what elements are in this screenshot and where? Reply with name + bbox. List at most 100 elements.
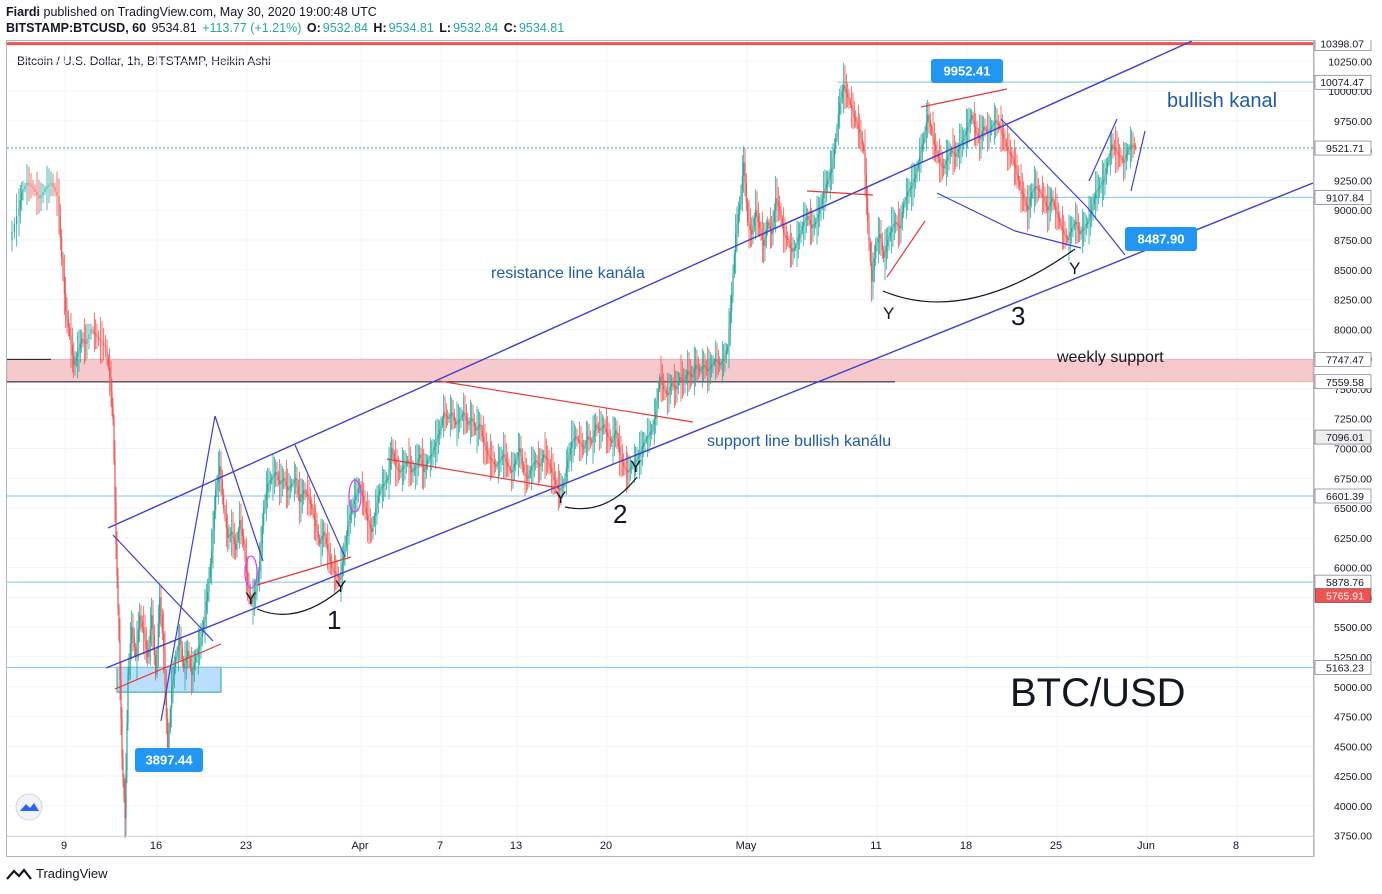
- price-candle: [604, 424, 606, 429]
- price-chart-svg[interactable]: Bitcoin / U.S. Dollar, 1h, BITSTAMP, Hei…: [7, 41, 1313, 856]
- time-axis-svg[interactable]: 9 16 23 Apr 7 13 20 May 11 18 25 Jun 8: [6, 835, 1314, 856]
- price-candle: [113, 418, 115, 461]
- chart-pane[interactable]: Bitcoin / U.S. Dollar, 1h, BITSTAMP, Hei…: [6, 40, 1314, 857]
- price-candle: [1128, 148, 1130, 151]
- price-candle: [807, 216, 809, 219]
- price-candle: [345, 535, 347, 546]
- author-name[interactable]: Fiardi: [6, 5, 41, 19]
- price-candle: [519, 448, 521, 453]
- price-candle: [1076, 222, 1078, 227]
- red-trend-line: [886, 220, 926, 278]
- price-candle: [920, 150, 922, 157]
- price-callout-box: [135, 748, 203, 772]
- price-candle: [1112, 144, 1114, 147]
- price-candle: [1020, 186, 1022, 191]
- time-axis[interactable]: 9 16 23 Apr 7 13 20 May 11 18 25 Jun 8: [6, 835, 1314, 856]
- price-candle: [665, 390, 667, 393]
- price-candle: [948, 154, 950, 157]
- footer-brand[interactable]: TradingView: [36, 866, 108, 881]
- price-candle: [193, 662, 195, 669]
- time-tick-label: 13: [510, 840, 522, 852]
- price-candle: [652, 424, 654, 431]
- price-candle: [1103, 180, 1105, 183]
- price-candle: [1005, 142, 1007, 147]
- time-tick-label: 9: [61, 840, 67, 852]
- price-candle: [587, 436, 589, 441]
- price-candle: [279, 480, 281, 485]
- price-candle: [1040, 192, 1042, 195]
- price-candle: [716, 359, 718, 362]
- price-candle: [601, 426, 603, 429]
- price-axis-svg[interactable]: 10250.0010000.009750.009500.009250.00900…: [1313, 36, 1376, 857]
- price-candle: [908, 190, 910, 193]
- price-candle: [1063, 230, 1065, 235]
- price-tick-label: 4000.00: [1334, 801, 1372, 813]
- price-candle: [989, 128, 991, 131]
- tv-logo-badge[interactable]: [15, 793, 43, 821]
- price-candle: [729, 311, 731, 330]
- price-candle: [480, 424, 482, 431]
- price-candle: [11, 232, 13, 240]
- blue-trend-line: [936, 192, 1016, 232]
- price-candle: [404, 464, 406, 467]
- time-tick-label: Jun: [1137, 840, 1155, 852]
- price-candle: [82, 338, 84, 341]
- price-level-badge: [1314, 352, 1372, 367]
- trend-drawings[interactable]: [105, 41, 1313, 722]
- price-candle: [123, 778, 125, 799]
- price-candle: [495, 464, 497, 467]
- price-candle: [107, 357, 109, 368]
- price-candle: [1019, 180, 1021, 187]
- price-candle: [1032, 190, 1034, 193]
- price-candle: [1095, 192, 1097, 199]
- price-candle: [117, 575, 119, 608]
- price-candle: [239, 519, 241, 530]
- price-candle: [685, 375, 687, 379]
- price-candle: [26, 182, 28, 186]
- price-candle: [712, 363, 714, 366]
- price-candle: [1093, 198, 1095, 205]
- price-candle: [1029, 198, 1031, 205]
- price-candle: [900, 220, 902, 229]
- price-candle: [717, 361, 719, 364]
- price-candle: [824, 188, 826, 193]
- magenta-highlight: [244, 555, 258, 589]
- price-candle: [983, 126, 985, 131]
- price-candle: [1099, 186, 1101, 189]
- price-candle: [953, 152, 955, 155]
- price-candle: [572, 440, 574, 443]
- price-candle: [759, 222, 761, 229]
- price-candle: [400, 470, 402, 473]
- price-candle: [668, 390, 670, 395]
- price-candle: [151, 615, 153, 630]
- price-candle: [525, 474, 527, 477]
- price-candle: [881, 241, 883, 250]
- price-candle: [424, 468, 426, 473]
- price-candle: [332, 567, 334, 570]
- price-candle: [815, 222, 817, 225]
- price-candle: [661, 380, 663, 385]
- price-candle: [432, 450, 434, 455]
- price-candle: [899, 226, 901, 229]
- price-candle: [215, 490, 217, 511]
- price-candle: [399, 470, 401, 473]
- price-candle: [212, 529, 214, 550]
- price-candle: [321, 535, 323, 540]
- price-candle: [1135, 146, 1137, 148]
- price-candle: [52, 182, 54, 188]
- price-axis[interactable]: 10250.0010000.009750.009500.009250.00900…: [1313, 36, 1376, 857]
- price-candle: [1104, 174, 1106, 181]
- price-candle: [479, 424, 481, 427]
- price-candle: [428, 458, 430, 461]
- price-candle: [135, 647, 137, 658]
- price-candle: [955, 154, 957, 157]
- price-candle: [445, 414, 447, 417]
- price-candle: [315, 519, 317, 526]
- price-level-label: 5878.76: [1326, 577, 1364, 589]
- price-candle: [1008, 150, 1010, 153]
- price-candle: [669, 386, 671, 391]
- price-candle: [483, 436, 485, 443]
- price-candle: [929, 120, 931, 127]
- price-candle: [355, 496, 357, 501]
- price-candle: [140, 615, 142, 622]
